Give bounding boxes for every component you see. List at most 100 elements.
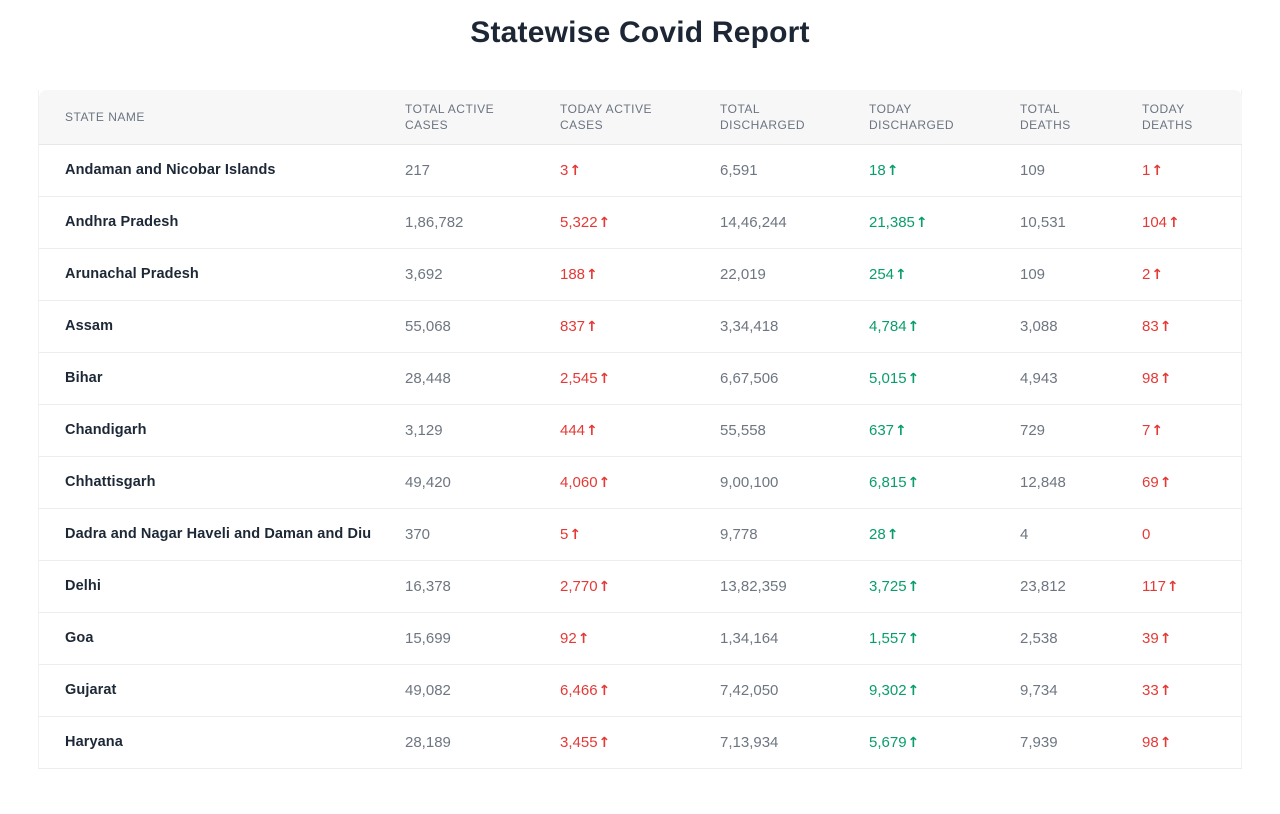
up-arrow-icon: ↑ xyxy=(569,162,582,179)
up-arrow-icon: ↑ xyxy=(598,370,611,387)
today-discharged-value: 9,302 xyxy=(869,681,907,699)
cell-total-discharged: 6,67,506 xyxy=(706,353,855,405)
cell-state-name: Arunachal Pradesh xyxy=(39,249,391,301)
up-arrow-icon: ↑ xyxy=(907,474,920,491)
cell-today-active-cases: 2,770↑ xyxy=(546,561,706,613)
cell-total-discharged: 22,019 xyxy=(706,249,855,301)
up-arrow-icon: ↑ xyxy=(907,734,920,751)
up-arrow-icon: ↑ xyxy=(1159,474,1172,491)
header-today-discharged: TODAY DISCHARGED xyxy=(855,89,1006,145)
cell-today-discharged: 5,679↑ xyxy=(855,717,1006,769)
cell-today-active-cases: 5,322↑ xyxy=(546,197,706,249)
cell-today-deaths: 98↑ xyxy=(1128,717,1242,769)
cell-today-active-cases: 3↑ xyxy=(546,145,706,197)
up-arrow-icon: ↑ xyxy=(586,422,598,439)
cell-total-active-cases: 3,129 xyxy=(391,405,546,457)
cell-total-active-cases: 370 xyxy=(391,509,546,561)
up-arrow-icon: ↑ xyxy=(1159,318,1172,335)
up-arrow-icon: ↑ xyxy=(598,682,611,699)
today-active-value: 837 xyxy=(560,317,586,335)
cell-today-discharged: 1,557↑ xyxy=(855,613,1006,665)
today-deaths-value: 39 xyxy=(1142,629,1159,647)
today-deaths-value: 98 xyxy=(1142,369,1159,387)
cell-today-active-cases: 444↑ xyxy=(546,405,706,457)
cell-total-discharged: 7,42,050 xyxy=(706,665,855,717)
up-arrow-icon: ↑ xyxy=(886,162,899,179)
cell-total-active-cases: 3,692 xyxy=(391,249,546,301)
up-arrow-icon: ↑ xyxy=(895,266,907,283)
today-active-value: 5 xyxy=(560,525,569,543)
cell-total-discharged: 13,82,359 xyxy=(706,561,855,613)
today-discharged-value: 6,815 xyxy=(869,473,907,491)
cell-total-discharged: 55,558 xyxy=(706,405,855,457)
cell-today-discharged: 637↑ xyxy=(855,405,1006,457)
today-active-value: 3,455 xyxy=(560,733,598,751)
cell-state-name: Delhi xyxy=(39,561,391,613)
cell-total-deaths: 7,939 xyxy=(1006,717,1128,769)
up-arrow-icon: ↑ xyxy=(1159,370,1172,387)
covid-report-table-container: STATE NAME TOTAL ACTIVE CASES TODAY ACTI… xyxy=(38,89,1242,769)
table-row: Andhra Pradesh 1,86,782 5,322↑ 14,46,244… xyxy=(39,197,1242,249)
cell-state-name: Andaman and Nicobar Islands xyxy=(39,145,391,197)
cell-today-deaths: 69↑ xyxy=(1128,457,1242,509)
today-deaths-value: 98 xyxy=(1142,733,1159,751)
today-discharged-value: 4,784 xyxy=(869,317,907,335)
cell-total-discharged: 1,34,164 xyxy=(706,613,855,665)
up-arrow-icon: ↑ xyxy=(907,682,920,699)
up-arrow-icon: ↑ xyxy=(586,318,598,335)
cell-today-deaths: 83↑ xyxy=(1128,301,1242,353)
cell-state-name: Andhra Pradesh xyxy=(39,197,391,249)
today-discharged-value: 28 xyxy=(869,525,886,543)
cell-state-name: Dadra and Nagar Haveli and Daman and Diu xyxy=(39,509,391,561)
up-arrow-icon: ↑ xyxy=(895,422,907,439)
cell-today-discharged: 28↑ xyxy=(855,509,1006,561)
cell-total-deaths: 109 xyxy=(1006,145,1128,197)
up-arrow-icon: ↑ xyxy=(1151,266,1164,283)
cell-today-discharged: 5,015↑ xyxy=(855,353,1006,405)
cell-total-discharged: 3,34,418 xyxy=(706,301,855,353)
cell-today-discharged: 6,815↑ xyxy=(855,457,1006,509)
cell-today-active-cases: 92↑ xyxy=(546,613,706,665)
cell-total-deaths: 2,538 xyxy=(1006,613,1128,665)
cell-today-active-cases: 2,545↑ xyxy=(546,353,706,405)
cell-total-deaths: 4,943 xyxy=(1006,353,1128,405)
up-arrow-icon: ↑ xyxy=(1168,214,1180,231)
today-active-value: 3 xyxy=(560,161,569,179)
cell-total-active-cases: 16,378 xyxy=(391,561,546,613)
cell-total-deaths: 9,734 xyxy=(1006,665,1128,717)
table-header-row: STATE NAME TOTAL ACTIVE CASES TODAY ACTI… xyxy=(39,89,1242,145)
today-discharged-value: 5,679 xyxy=(869,733,907,751)
cell-total-deaths: 109 xyxy=(1006,249,1128,301)
today-deaths-value: 117 xyxy=(1142,577,1166,595)
cell-total-discharged: 9,778 xyxy=(706,509,855,561)
today-active-value: 188 xyxy=(560,265,586,283)
cell-total-discharged: 9,00,100 xyxy=(706,457,855,509)
today-deaths-value: 0 xyxy=(1142,525,1151,543)
up-arrow-icon: ↑ xyxy=(907,370,920,387)
today-deaths-value: 69 xyxy=(1142,473,1159,491)
table-row: Chhattisgarh 49,420 4,060↑ 9,00,100 6,81… xyxy=(39,457,1242,509)
today-active-value: 4,060 xyxy=(560,473,598,491)
header-total-active-cases: TOTAL ACTIVE CASES xyxy=(391,89,546,145)
table-row: Chandigarh 3,129 444↑ 55,558 637↑ 729 7↑ xyxy=(39,405,1242,457)
up-arrow-icon: ↑ xyxy=(1166,578,1179,595)
up-arrow-icon: ↑ xyxy=(1151,162,1164,179)
header-total-deaths: TOTAL DEATHS xyxy=(1006,89,1128,145)
cell-total-deaths: 23,812 xyxy=(1006,561,1128,613)
today-active-value: 2,770 xyxy=(560,577,598,595)
today-deaths-value: 33 xyxy=(1142,681,1159,699)
table-row: Goa 15,699 92↑ 1,34,164 1,557↑ 2,538 39↑ xyxy=(39,613,1242,665)
cell-today-deaths: 98↑ xyxy=(1128,353,1242,405)
table-row: Delhi 16,378 2,770↑ 13,82,359 3,725↑ 23,… xyxy=(39,561,1242,613)
table-row: Bihar 28,448 2,545↑ 6,67,506 5,015↑ 4,94… xyxy=(39,353,1242,405)
cell-today-active-cases: 6,466↑ xyxy=(546,665,706,717)
up-arrow-icon: ↑ xyxy=(1159,734,1172,751)
up-arrow-icon: ↑ xyxy=(886,526,899,543)
cell-total-active-cases: 28,448 xyxy=(391,353,546,405)
cell-today-deaths: 7↑ xyxy=(1128,405,1242,457)
table-row: Assam 55,068 837↑ 3,34,418 4,784↑ 3,088 … xyxy=(39,301,1242,353)
cell-state-name: Chandigarh xyxy=(39,405,391,457)
today-active-value: 6,466 xyxy=(560,681,598,699)
table-row: Dadra and Nagar Haveli and Daman and Diu… xyxy=(39,509,1242,561)
cell-state-name: Goa xyxy=(39,613,391,665)
